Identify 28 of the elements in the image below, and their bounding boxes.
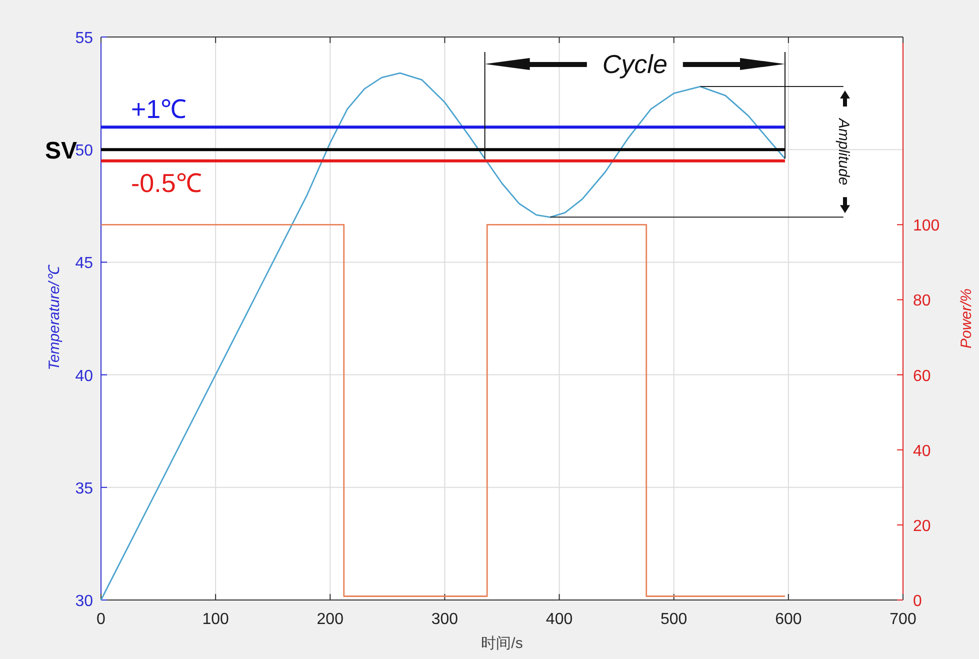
x-tick-label: 100 xyxy=(202,611,230,628)
y-tick-label: 50 xyxy=(75,142,94,160)
y2-tick-label: 0 xyxy=(913,593,922,610)
y-tick-label: 45 xyxy=(75,255,94,272)
x-tick-label: 200 xyxy=(316,611,344,628)
y-tick-label: 40 xyxy=(75,368,94,385)
x-tick-label: 600 xyxy=(775,611,802,628)
y2-tick-label: 40 xyxy=(913,442,931,460)
y-tick-label: 30 xyxy=(75,593,94,610)
ref-line-label: +1℃ xyxy=(131,94,187,124)
y-axis-title: Temperature/℃ xyxy=(46,264,63,370)
annotation: Cycle xyxy=(602,49,668,79)
y-tick-label: 55 xyxy=(75,30,94,47)
x-tick-label: 0 xyxy=(96,611,106,628)
y2-tick-label: 20 xyxy=(913,518,931,535)
ref-line-label: -0.5℃ xyxy=(131,168,202,198)
ref-line-label: SV xyxy=(44,138,77,165)
y2-tick-label: 60 xyxy=(913,368,931,385)
y2-tick-label: 80 xyxy=(913,292,931,310)
x-tick-label: 300 xyxy=(431,611,458,628)
x-tick-label: 700 xyxy=(890,611,916,628)
x-axis-title: 时间/s xyxy=(481,635,523,652)
y-tick-label: 35 xyxy=(75,480,94,498)
y2-tick-label: 100 xyxy=(913,218,940,235)
y2-axis-title: Power/% xyxy=(958,288,975,349)
x-tick-label: 400 xyxy=(546,611,573,628)
annotation: Amplitude xyxy=(834,118,852,186)
x-tick-label: 500 xyxy=(660,611,688,628)
